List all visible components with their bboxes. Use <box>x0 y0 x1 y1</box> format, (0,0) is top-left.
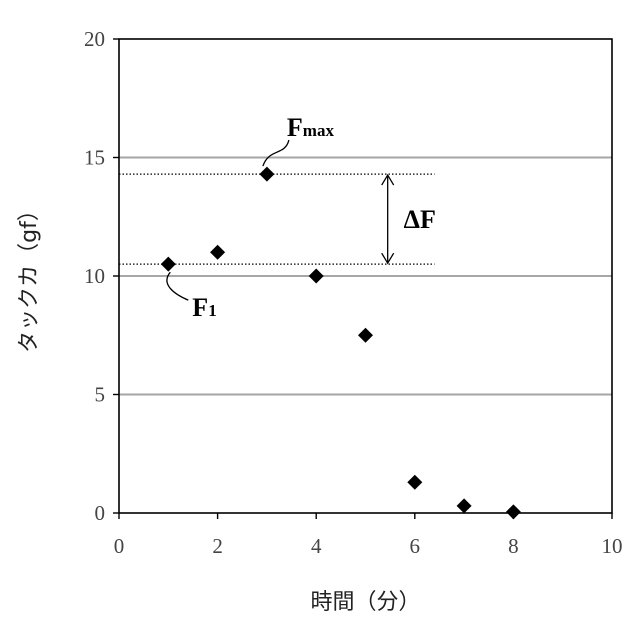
x-tick-label: 6 <box>410 534 421 558</box>
x-tick-label: 2 <box>212 534 223 558</box>
axis-ticks: 0 2 4 6 8 10 0 5 10 15 20 <box>84 27 623 558</box>
y-tick-label: 10 <box>84 264 105 288</box>
y-tick-label: 0 <box>95 501 106 525</box>
x-tick-label: 0 <box>114 534 125 558</box>
x-axis-title: 時間（分） <box>310 590 420 615</box>
y-tick-label: 20 <box>84 27 105 51</box>
annotations: Fmax F1 ΔF <box>167 113 436 322</box>
x-tick-label: 10 <box>602 534 623 558</box>
data-point <box>407 475 422 490</box>
data-point <box>457 498 472 513</box>
y-tick-label: 5 <box>95 383 106 407</box>
y-tick-label: 15 <box>84 146 105 170</box>
data-point <box>358 328 373 343</box>
fmax-label-sub: max <box>303 121 335 140</box>
fmax-label: Fmax <box>287 113 335 142</box>
x-tick-label: 4 <box>311 534 322 558</box>
data-point <box>210 245 225 260</box>
grid-layer <box>119 158 612 395</box>
data-point <box>161 257 176 272</box>
data-point <box>506 504 521 519</box>
data-point <box>309 269 324 284</box>
f1-label: F1 <box>192 293 216 322</box>
f1-label-main: F <box>192 293 208 322</box>
fmax-leader-line <box>263 140 289 166</box>
fmax-label-main: F <box>287 113 303 142</box>
x-tick-label: 8 <box>508 534 519 558</box>
data-point <box>259 167 274 182</box>
f1-label-sub: 1 <box>208 301 217 320</box>
y-axis-title: タックカ（gf） <box>17 199 42 353</box>
delta-f-label: ΔF <box>404 205 436 234</box>
data-points <box>161 167 521 520</box>
